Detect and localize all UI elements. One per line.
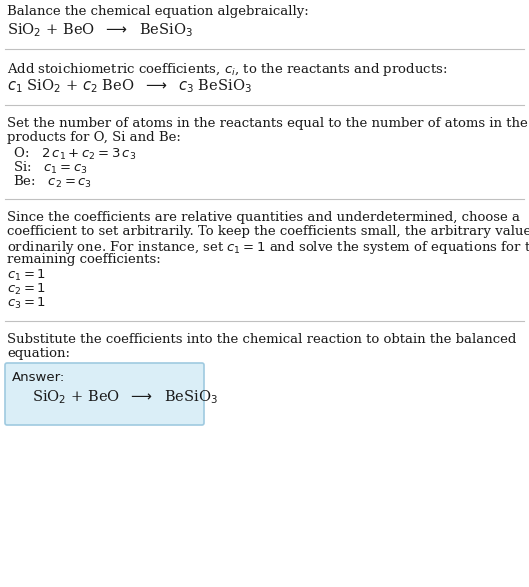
Text: remaining coefficients:: remaining coefficients: (7, 253, 161, 266)
FancyBboxPatch shape (5, 363, 204, 425)
Text: coefficient to set arbitrarily. To keep the coefficients small, the arbitrary va: coefficient to set arbitrarily. To keep … (7, 225, 529, 238)
Text: equation:: equation: (7, 347, 70, 360)
Text: $c_1$ SiO$_2$ + $c_2$ BeO  $\longrightarrow$  $c_3$ BeSiO$_3$: $c_1$ SiO$_2$ + $c_2$ BeO $\longrightarr… (7, 77, 252, 95)
Text: $c_1 = 1$: $c_1 = 1$ (7, 268, 46, 283)
Text: Set the number of atoms in the reactants equal to the number of atoms in the: Set the number of atoms in the reactants… (7, 117, 528, 130)
Text: Substitute the coefficients into the chemical reaction to obtain the balanced: Substitute the coefficients into the che… (7, 333, 516, 346)
Text: Answer:: Answer: (12, 371, 65, 384)
Text: Si:   $c_1 = c_3$: Si: $c_1 = c_3$ (9, 160, 88, 176)
Text: products for O, Si and Be:: products for O, Si and Be: (7, 131, 181, 144)
Text: Be:   $c_2 = c_3$: Be: $c_2 = c_3$ (9, 174, 92, 190)
Text: ordinarily one. For instance, set $c_1 = 1$ and solve the system of equations fo: ordinarily one. For instance, set $c_1 =… (7, 239, 529, 256)
Text: Balance the chemical equation algebraically:: Balance the chemical equation algebraica… (7, 5, 309, 18)
Text: O:   $2\,c_1 + c_2 = 3\,c_3$: O: $2\,c_1 + c_2 = 3\,c_3$ (9, 146, 136, 162)
Text: $c_2 = 1$: $c_2 = 1$ (7, 282, 46, 297)
Text: SiO$_2$ + BeO  $\longrightarrow$  BeSiO$_3$: SiO$_2$ + BeO $\longrightarrow$ BeSiO$_3… (7, 21, 193, 39)
Text: SiO$_2$ + BeO  $\longrightarrow$  BeSiO$_3$: SiO$_2$ + BeO $\longrightarrow$ BeSiO$_3… (32, 388, 218, 406)
Text: Add stoichiometric coefficients, $c_i$, to the reactants and products:: Add stoichiometric coefficients, $c_i$, … (7, 61, 448, 78)
Text: Since the coefficients are relative quantities and underdetermined, choose a: Since the coefficients are relative quan… (7, 211, 520, 224)
Text: $c_3 = 1$: $c_3 = 1$ (7, 296, 46, 311)
